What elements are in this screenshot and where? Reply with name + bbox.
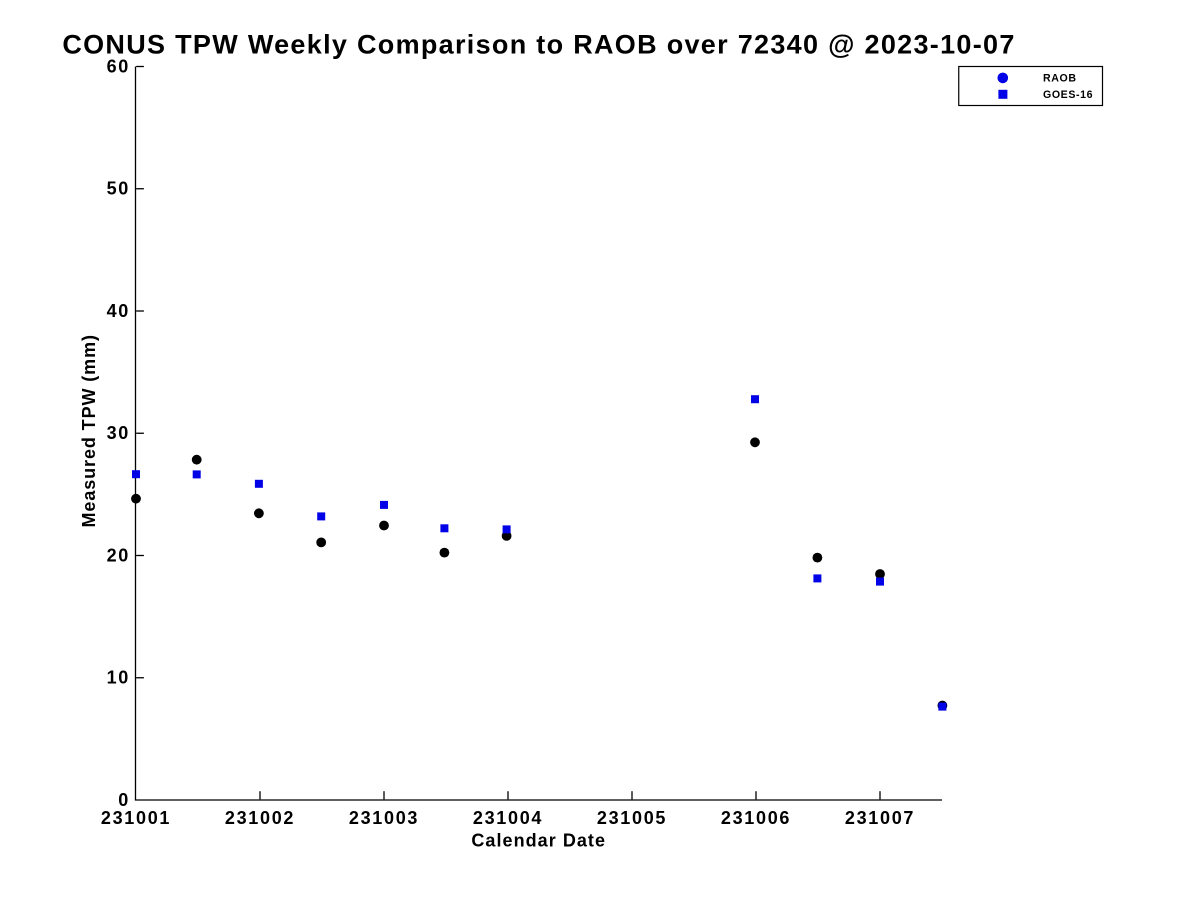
svg-text:231001: 231001 xyxy=(101,808,171,828)
svg-text:60: 60 xyxy=(107,57,130,77)
svg-text:GOES-16: GOES-16 xyxy=(1043,89,1093,101)
svg-text:231002: 231002 xyxy=(225,808,295,828)
svg-text:231005: 231005 xyxy=(597,808,667,828)
svg-text:231003: 231003 xyxy=(349,808,419,828)
svg-text:50: 50 xyxy=(107,179,130,199)
svg-text:231006: 231006 xyxy=(721,808,791,828)
svg-text:10: 10 xyxy=(107,668,130,688)
svg-text:0: 0 xyxy=(118,790,130,810)
svg-text:CONUS TPW Weekly Comparison to: CONUS TPW Weekly Comparison to RAOB over… xyxy=(62,30,1015,60)
svg-text:Measured TPW (mm): Measured TPW (mm) xyxy=(79,334,99,527)
svg-text:20: 20 xyxy=(107,545,130,565)
svg-text:231007: 231007 xyxy=(845,808,915,828)
svg-text:40: 40 xyxy=(107,301,130,321)
svg-text:Calendar Date: Calendar Date xyxy=(471,831,606,851)
svg-text:231004: 231004 xyxy=(473,808,543,828)
svg-text:30: 30 xyxy=(107,423,130,443)
svg-text:RAOB: RAOB xyxy=(1043,73,1077,85)
